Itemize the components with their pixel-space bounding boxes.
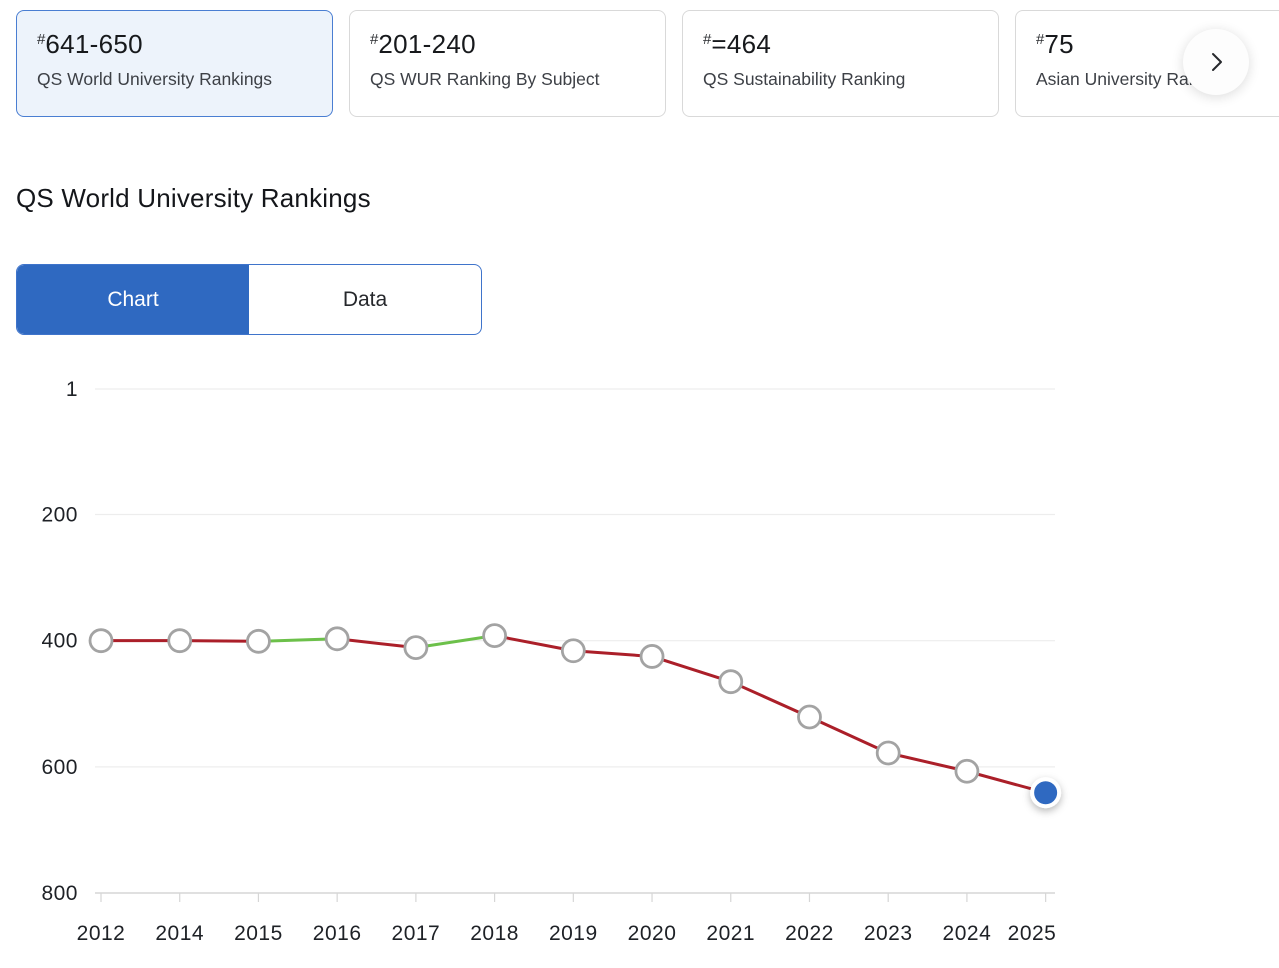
rank-value: # =464 (703, 28, 978, 60)
chart-data-tabs: Chart Data (16, 264, 482, 335)
data-point-2015[interactable] (246, 628, 271, 654)
chevron-right-icon (1212, 53, 1222, 71)
data-point-2012[interactable] (88, 628, 114, 654)
trend-segment (650, 654, 733, 684)
trend-segment (493, 634, 575, 653)
tab-data[interactable]: Data (249, 265, 481, 334)
y-axis-label: 600 (41, 756, 78, 779)
y-axis-label: 800 (41, 882, 78, 905)
y-axis-label: 400 (41, 630, 78, 653)
x-axis-label: 2024 (943, 922, 992, 945)
rank-history-chart-canvas: 1 200 400 600 800 2012 2014 2015 2016 2017 2018 201… (41, 378, 1062, 945)
rankings-carousel: # 641-650 QS World University Rankings #… (16, 10, 1279, 117)
rank-history-chart: 1 200 400 600 800 2012 2014 2015 2016 2017 2018 201… (0, 352, 1279, 968)
y-axis-label: 200 (41, 504, 78, 527)
rank-value: # 75 (1036, 28, 1279, 60)
rank-hash-prefix: # (1036, 31, 1045, 48)
page-title: QS World University Rankings (16, 183, 371, 213)
trend-segment (571, 649, 654, 658)
rank-number: 641-650 (45, 29, 143, 59)
data-point-2022[interactable] (797, 704, 822, 730)
trend-segment (414, 634, 497, 650)
rank-number: 75 (1044, 29, 1074, 59)
trend-segment (729, 680, 811, 719)
trend-segment (886, 751, 969, 773)
trend-segment (335, 637, 418, 650)
rank-hash-prefix: # (703, 31, 712, 48)
x-axis-label: 2025 (1008, 922, 1057, 945)
trend-segment (178, 639, 260, 643)
trend-segment (256, 637, 339, 643)
x-axis-label: 2022 (785, 922, 834, 945)
ranking-name: QS World University Rankings (37, 69, 273, 89)
data-point-2018[interactable] (482, 623, 508, 649)
x-axis-label: 2014 (155, 922, 204, 945)
trend-segment (807, 715, 890, 755)
data-point-2019[interactable] (560, 638, 586, 664)
y-axis-label: 1 (66, 378, 78, 401)
data-point-2014[interactable] (167, 628, 193, 654)
x-axis-label: 2018 (470, 922, 519, 945)
data-point-2021[interactable] (718, 669, 744, 695)
data-point-2016[interactable] (324, 626, 350, 652)
x-axis-label: 2016 (313, 922, 362, 945)
data-point-2020[interactable] (639, 644, 665, 669)
rank-number: =464 (711, 29, 772, 59)
rank-number: 201-240 (378, 29, 476, 59)
data-point-2025[interactable] (1034, 781, 1058, 805)
carousel-next-button[interactable] (1183, 29, 1249, 95)
x-axis-label: 2019 (549, 922, 598, 945)
data-point-2024[interactable] (954, 758, 980, 784)
x-axis-label: 2017 (392, 922, 441, 945)
rank-value: # 201-240 (370, 28, 645, 60)
x-axis-label: 2012 (77, 922, 126, 945)
data-point-2017[interactable] (403, 635, 429, 661)
x-axis-label: 2023 (864, 922, 913, 945)
ranking-card-world[interactable]: # 641-650 QS World University Rankings (16, 10, 333, 117)
rank-hash-prefix: # (37, 31, 46, 48)
x-axis-label: 2021 (706, 922, 755, 945)
ranking-name: QS WUR Ranking By Subject (370, 69, 600, 89)
rank-value: # 641-650 (37, 28, 312, 60)
ranking-card-sustainability[interactable]: # =464 QS Sustainability Ranking (682, 10, 999, 117)
x-axis-label: 2015 (234, 922, 283, 945)
tab-chart[interactable]: Chart (17, 265, 249, 334)
ranking-card-subject[interactable]: # 201-240 QS WUR Ranking By Subject (349, 10, 666, 117)
ranking-name: QS Sustainability Ranking (703, 69, 906, 89)
data-point-2023[interactable] (875, 740, 901, 766)
x-axis-label: 2020 (628, 922, 677, 945)
rank-hash-prefix: # (370, 31, 379, 48)
